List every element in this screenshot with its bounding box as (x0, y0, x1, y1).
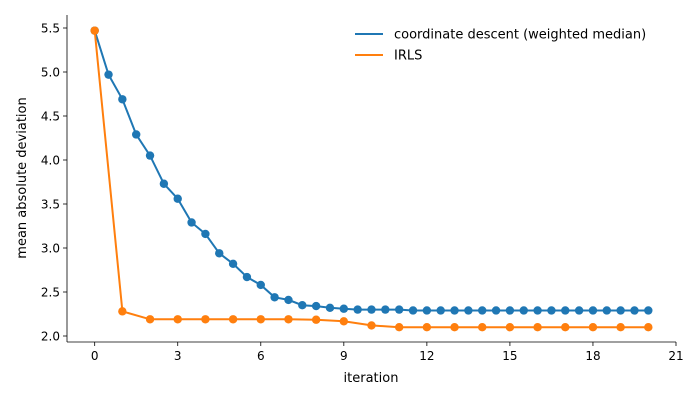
data-point (173, 315, 182, 324)
data-point (436, 306, 445, 315)
data-point (118, 307, 127, 316)
x-tick-label: 12 (419, 349, 434, 363)
data-point (367, 321, 376, 330)
data-point (159, 179, 169, 188)
data-point (256, 315, 265, 324)
x-tick-label: 9 (340, 349, 348, 363)
data-point (256, 280, 265, 290)
data-point (284, 295, 293, 305)
data-point (339, 304, 349, 313)
data-point (367, 305, 376, 314)
data-point (394, 305, 404, 314)
data-point (616, 323, 625, 332)
data-point (422, 306, 432, 315)
data-point (505, 323, 515, 332)
x-tick-label: 6 (257, 349, 265, 363)
data-point (464, 306, 473, 315)
y-axis-label: mean absolute deviation (15, 97, 30, 258)
series-line-0 (93, 30, 649, 312)
x-tick-label: 15 (502, 349, 517, 363)
data-point (228, 259, 238, 269)
data-point (381, 305, 390, 314)
data-point (561, 323, 570, 332)
data-point (242, 272, 252, 282)
y-tick-label: 5.5 (41, 22, 60, 36)
data-point (201, 229, 210, 239)
y-tick-label: 3.0 (41, 242, 60, 256)
y-tick-label: 4.5 (41, 110, 60, 124)
legend-label: IRLS (394, 49, 422, 64)
data-point (630, 306, 639, 315)
data-point (270, 293, 279, 302)
data-point (408, 306, 418, 315)
data-point (132, 130, 141, 139)
data-point (450, 323, 459, 332)
data-point (588, 306, 598, 315)
y-tick-label: 5.0 (41, 66, 60, 80)
data-point (90, 26, 99, 35)
data-point (284, 315, 293, 324)
data-point (215, 249, 224, 258)
x-tick-label: 0 (91, 349, 99, 363)
y-tick-label: 3.5 (41, 198, 60, 212)
data-point (228, 315, 238, 324)
data-point (173, 194, 182, 203)
y-tick-label: 4.0 (41, 154, 60, 168)
data-point (491, 306, 501, 315)
data-point (616, 306, 625, 315)
data-point (478, 323, 487, 332)
data-point (478, 306, 487, 315)
data-point (118, 95, 127, 104)
data-point (145, 151, 155, 160)
legend: coordinate descent (weighted median) IRLS (355, 28, 646, 64)
data-point (561, 306, 570, 315)
data-point (505, 306, 515, 315)
data-point (547, 306, 556, 315)
data-point (519, 306, 528, 315)
data-point (450, 306, 459, 315)
data-point (422, 323, 432, 332)
data-point (298, 301, 307, 310)
y-tick-label: 2.5 (41, 286, 60, 300)
data-point (104, 70, 113, 79)
y-tick-label: 2.0 (41, 330, 60, 344)
data-point (201, 315, 210, 324)
data-point (533, 323, 542, 332)
data-point (187, 218, 196, 227)
data-point (533, 306, 542, 315)
data-point (311, 301, 321, 311)
x-tick-label: 21 (668, 349, 683, 363)
x-tick-label: 18 (585, 349, 600, 363)
data-point (602, 306, 611, 315)
x-tick-label: 3 (174, 349, 182, 363)
legend-label: coordinate descent (weighted median) (394, 28, 646, 43)
data-point (353, 305, 362, 314)
data-point (394, 323, 404, 332)
data-point (588, 323, 598, 332)
data-point (644, 306, 653, 315)
data-point (574, 306, 584, 315)
data-point (339, 317, 349, 326)
data-point (145, 315, 155, 324)
data-point (311, 315, 321, 324)
x-axis-label: iteration (344, 371, 399, 386)
data-point (325, 303, 335, 313)
series-line-1 (93, 30, 649, 329)
data-point (644, 323, 653, 332)
